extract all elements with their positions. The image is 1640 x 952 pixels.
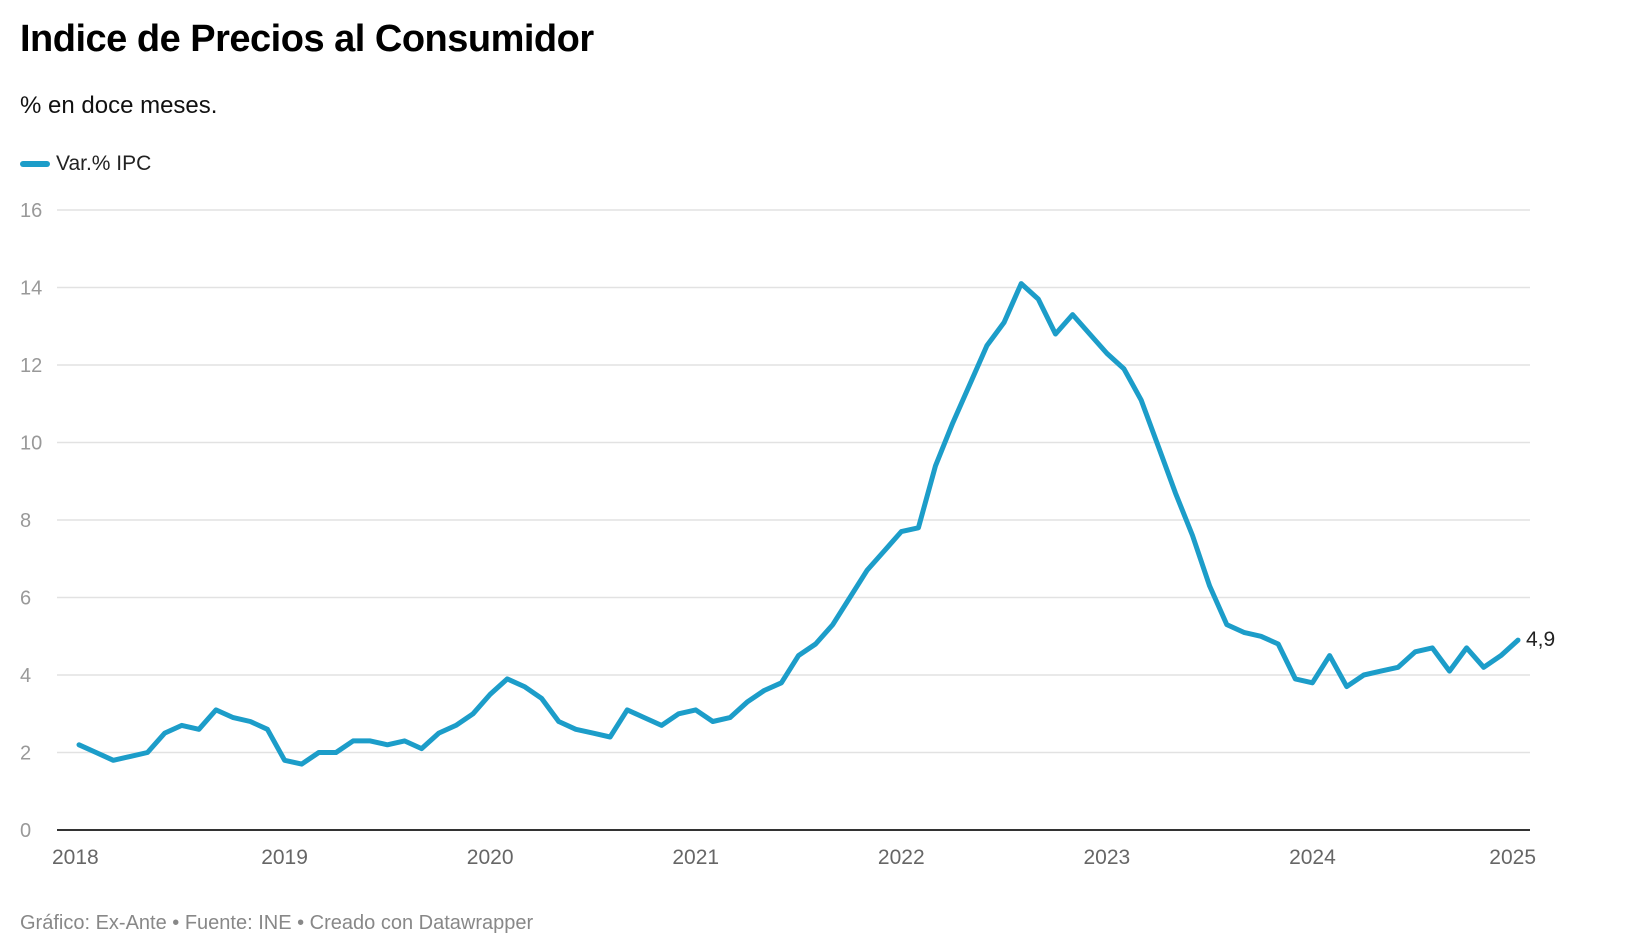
x-tick-label: 2019 <box>261 846 308 869</box>
data-labels: 4,9 <box>1526 628 1555 651</box>
series-line-ipc <box>76 281 1521 767</box>
legend-swatch <box>20 161 50 167</box>
y-tick-label: 10 <box>20 433 42 455</box>
y-tick-label: 14 <box>20 278 42 300</box>
x-tick-label: 2022 <box>878 846 925 869</box>
x-tick-label: 2023 <box>1083 846 1130 869</box>
x-tick-label: 2025 <box>1489 846 1536 869</box>
series-group <box>76 281 1521 767</box>
legend-label: Var.% IPC <box>56 152 152 175</box>
y-tick-label: 2 <box>20 743 31 765</box>
chart-title: Indice de Precios al Consumidor <box>20 18 594 60</box>
y-tick-label: 6 <box>20 588 31 610</box>
chart-subtitle: % en doce meses. <box>20 92 218 119</box>
y-tick-label: 16 <box>20 200 42 222</box>
y-tick-label: 8 <box>20 510 31 532</box>
y-axis-ticks: 0 2 4 6 8 10 12 14 16 <box>20 200 42 842</box>
x-tick-label: 2021 <box>672 846 719 869</box>
x-tick-label: 2020 <box>467 846 514 869</box>
x-tick-label: 2024 <box>1289 846 1336 869</box>
x-axis-ticks: 2018 2019 2020 2021 2022 2023 2024 2025 <box>52 846 1536 869</box>
source-footer: Gráfico: Ex-Ante • Fuente: INE • Creado … <box>20 912 534 934</box>
y-tick-label: 4 <box>20 665 31 687</box>
grid-lines <box>57 209 1530 831</box>
x-tick-label: 2018 <box>52 846 99 869</box>
y-tick-label: 0 <box>20 820 31 842</box>
legend: Var.% IPC <box>20 152 151 176</box>
y-tick-label: 12 <box>20 355 42 377</box>
end-value-label: 4,9 <box>1526 628 1555 651</box>
